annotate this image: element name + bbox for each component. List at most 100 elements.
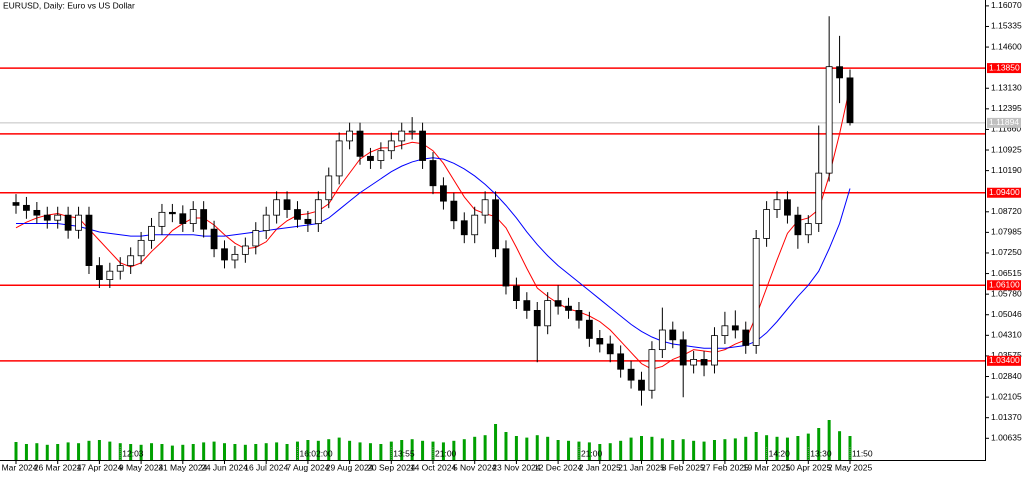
candle-body xyxy=(356,130,364,157)
volume-bar xyxy=(306,440,310,460)
candle-body xyxy=(731,325,739,331)
candle-body xyxy=(377,150,385,161)
volume-bar xyxy=(97,440,101,460)
x-tick-label: 17 Apr 2024 xyxy=(76,462,122,472)
x-tick-label: 8 Feb 2025 xyxy=(662,462,705,472)
volume-bar xyxy=(712,440,716,460)
candle-body xyxy=(210,228,218,250)
volume-bar xyxy=(754,432,758,460)
volume-bar xyxy=(785,437,789,460)
candle-body xyxy=(43,214,51,221)
volume-bar xyxy=(191,444,195,460)
marker-label: 12:03 xyxy=(122,448,144,458)
volume-bar xyxy=(483,435,487,460)
volume-bar xyxy=(150,443,154,460)
x-tick-label: 7 Aug 2024 xyxy=(286,462,329,472)
volume-bar xyxy=(681,439,685,460)
candle-body xyxy=(669,329,677,341)
volume-bar xyxy=(775,436,779,460)
y-tick-label: 1.06515 xyxy=(991,268,1022,278)
volume-bar xyxy=(108,441,112,460)
candle-body xyxy=(314,199,322,224)
candle-body xyxy=(179,213,187,224)
candle-body xyxy=(585,319,593,339)
x-tick-label: 2 May 2025 xyxy=(828,462,873,472)
volume-bar xyxy=(650,436,654,460)
x-tick-label: 27 Feb 2025 xyxy=(701,462,749,472)
moving-average xyxy=(15,86,851,370)
candle-body xyxy=(440,185,447,202)
level-label: 1.13850 xyxy=(989,62,1020,72)
level-label-box xyxy=(987,187,1021,198)
volume-bar xyxy=(556,440,560,460)
level-label: 1.06100 xyxy=(989,279,1020,289)
volume-bar xyxy=(243,444,247,460)
candle-body xyxy=(158,211,166,227)
volume-bar xyxy=(838,431,842,460)
volume-bar xyxy=(473,436,477,460)
y-tick-label: 1.03575 xyxy=(991,350,1022,360)
volume-bar xyxy=(45,444,49,460)
volume-bar xyxy=(87,440,91,460)
candle-body xyxy=(387,140,395,152)
y-tick-label: 1.05046 xyxy=(991,309,1022,319)
volume-bar xyxy=(327,439,331,460)
y-tick-label: 1.07250 xyxy=(991,247,1022,257)
candle-body xyxy=(825,66,833,174)
candle-body xyxy=(773,199,781,210)
volume-bar xyxy=(744,436,748,460)
volume-bar xyxy=(535,435,539,460)
volume-bar xyxy=(733,438,737,460)
chart-title: EURUSD, Daily: Euro vs US Dollar xyxy=(3,0,135,10)
candle-body xyxy=(273,199,281,216)
volume-bar xyxy=(598,444,602,460)
candle-body xyxy=(742,329,750,346)
volume-bar xyxy=(452,440,456,460)
volume-bar xyxy=(817,428,821,460)
x-tick-label: 21 Jan 2025 xyxy=(618,462,665,472)
x-tick-label: 26 Mar 2024 xyxy=(34,462,82,472)
marker-label: 16:02:00 xyxy=(299,448,332,458)
volume-bar xyxy=(827,420,831,460)
candle-body xyxy=(137,239,145,257)
y-tick-label: 1.07985 xyxy=(991,227,1022,237)
volume-bar xyxy=(389,441,393,460)
level-label-box xyxy=(987,355,1021,366)
y-tick-label: 1.13130 xyxy=(991,82,1022,92)
x-tick-label: 2 Jan 2025 xyxy=(579,462,621,472)
volume-bar xyxy=(431,441,435,460)
candle-body xyxy=(752,238,760,346)
candle-body xyxy=(627,368,635,381)
volume-bar xyxy=(275,442,279,460)
volume-bar xyxy=(254,444,258,460)
marker-label: 21:00 xyxy=(581,448,603,458)
y-tick-label: 1.01370 xyxy=(991,412,1022,422)
candle-body xyxy=(763,209,770,239)
candle-body xyxy=(502,248,510,287)
marker-label: 14:20 xyxy=(769,448,791,458)
x-tick-label: 31 May 2024 xyxy=(158,462,207,472)
candle-body xyxy=(429,160,437,187)
y-tick-label: 1.02840 xyxy=(991,371,1022,381)
volume-bar xyxy=(368,443,372,460)
volume-bar xyxy=(66,442,70,460)
volume-bar xyxy=(619,440,623,460)
candle-body xyxy=(221,248,228,261)
volume-bar xyxy=(295,441,299,460)
volume-bar xyxy=(14,442,18,460)
y-tick-label: 1.08720 xyxy=(991,206,1022,216)
candle-body xyxy=(471,214,479,236)
candle-body xyxy=(252,230,260,247)
volume-bar xyxy=(212,441,216,460)
volume-bar xyxy=(629,437,633,460)
y-tick-label: 1.11660 xyxy=(991,124,1021,134)
y-tick-label: 1.00635 xyxy=(991,433,1022,443)
volume-bar xyxy=(35,443,39,460)
volume-bar xyxy=(504,432,508,460)
candle-body xyxy=(419,130,426,161)
x-tick-label: 9 May 2024 xyxy=(119,462,164,472)
volume-bar xyxy=(702,441,706,460)
candle-body xyxy=(398,130,406,142)
y-tick-label: 1.02105 xyxy=(991,391,1022,401)
y-tick-label: 1.16070 xyxy=(991,0,1022,10)
